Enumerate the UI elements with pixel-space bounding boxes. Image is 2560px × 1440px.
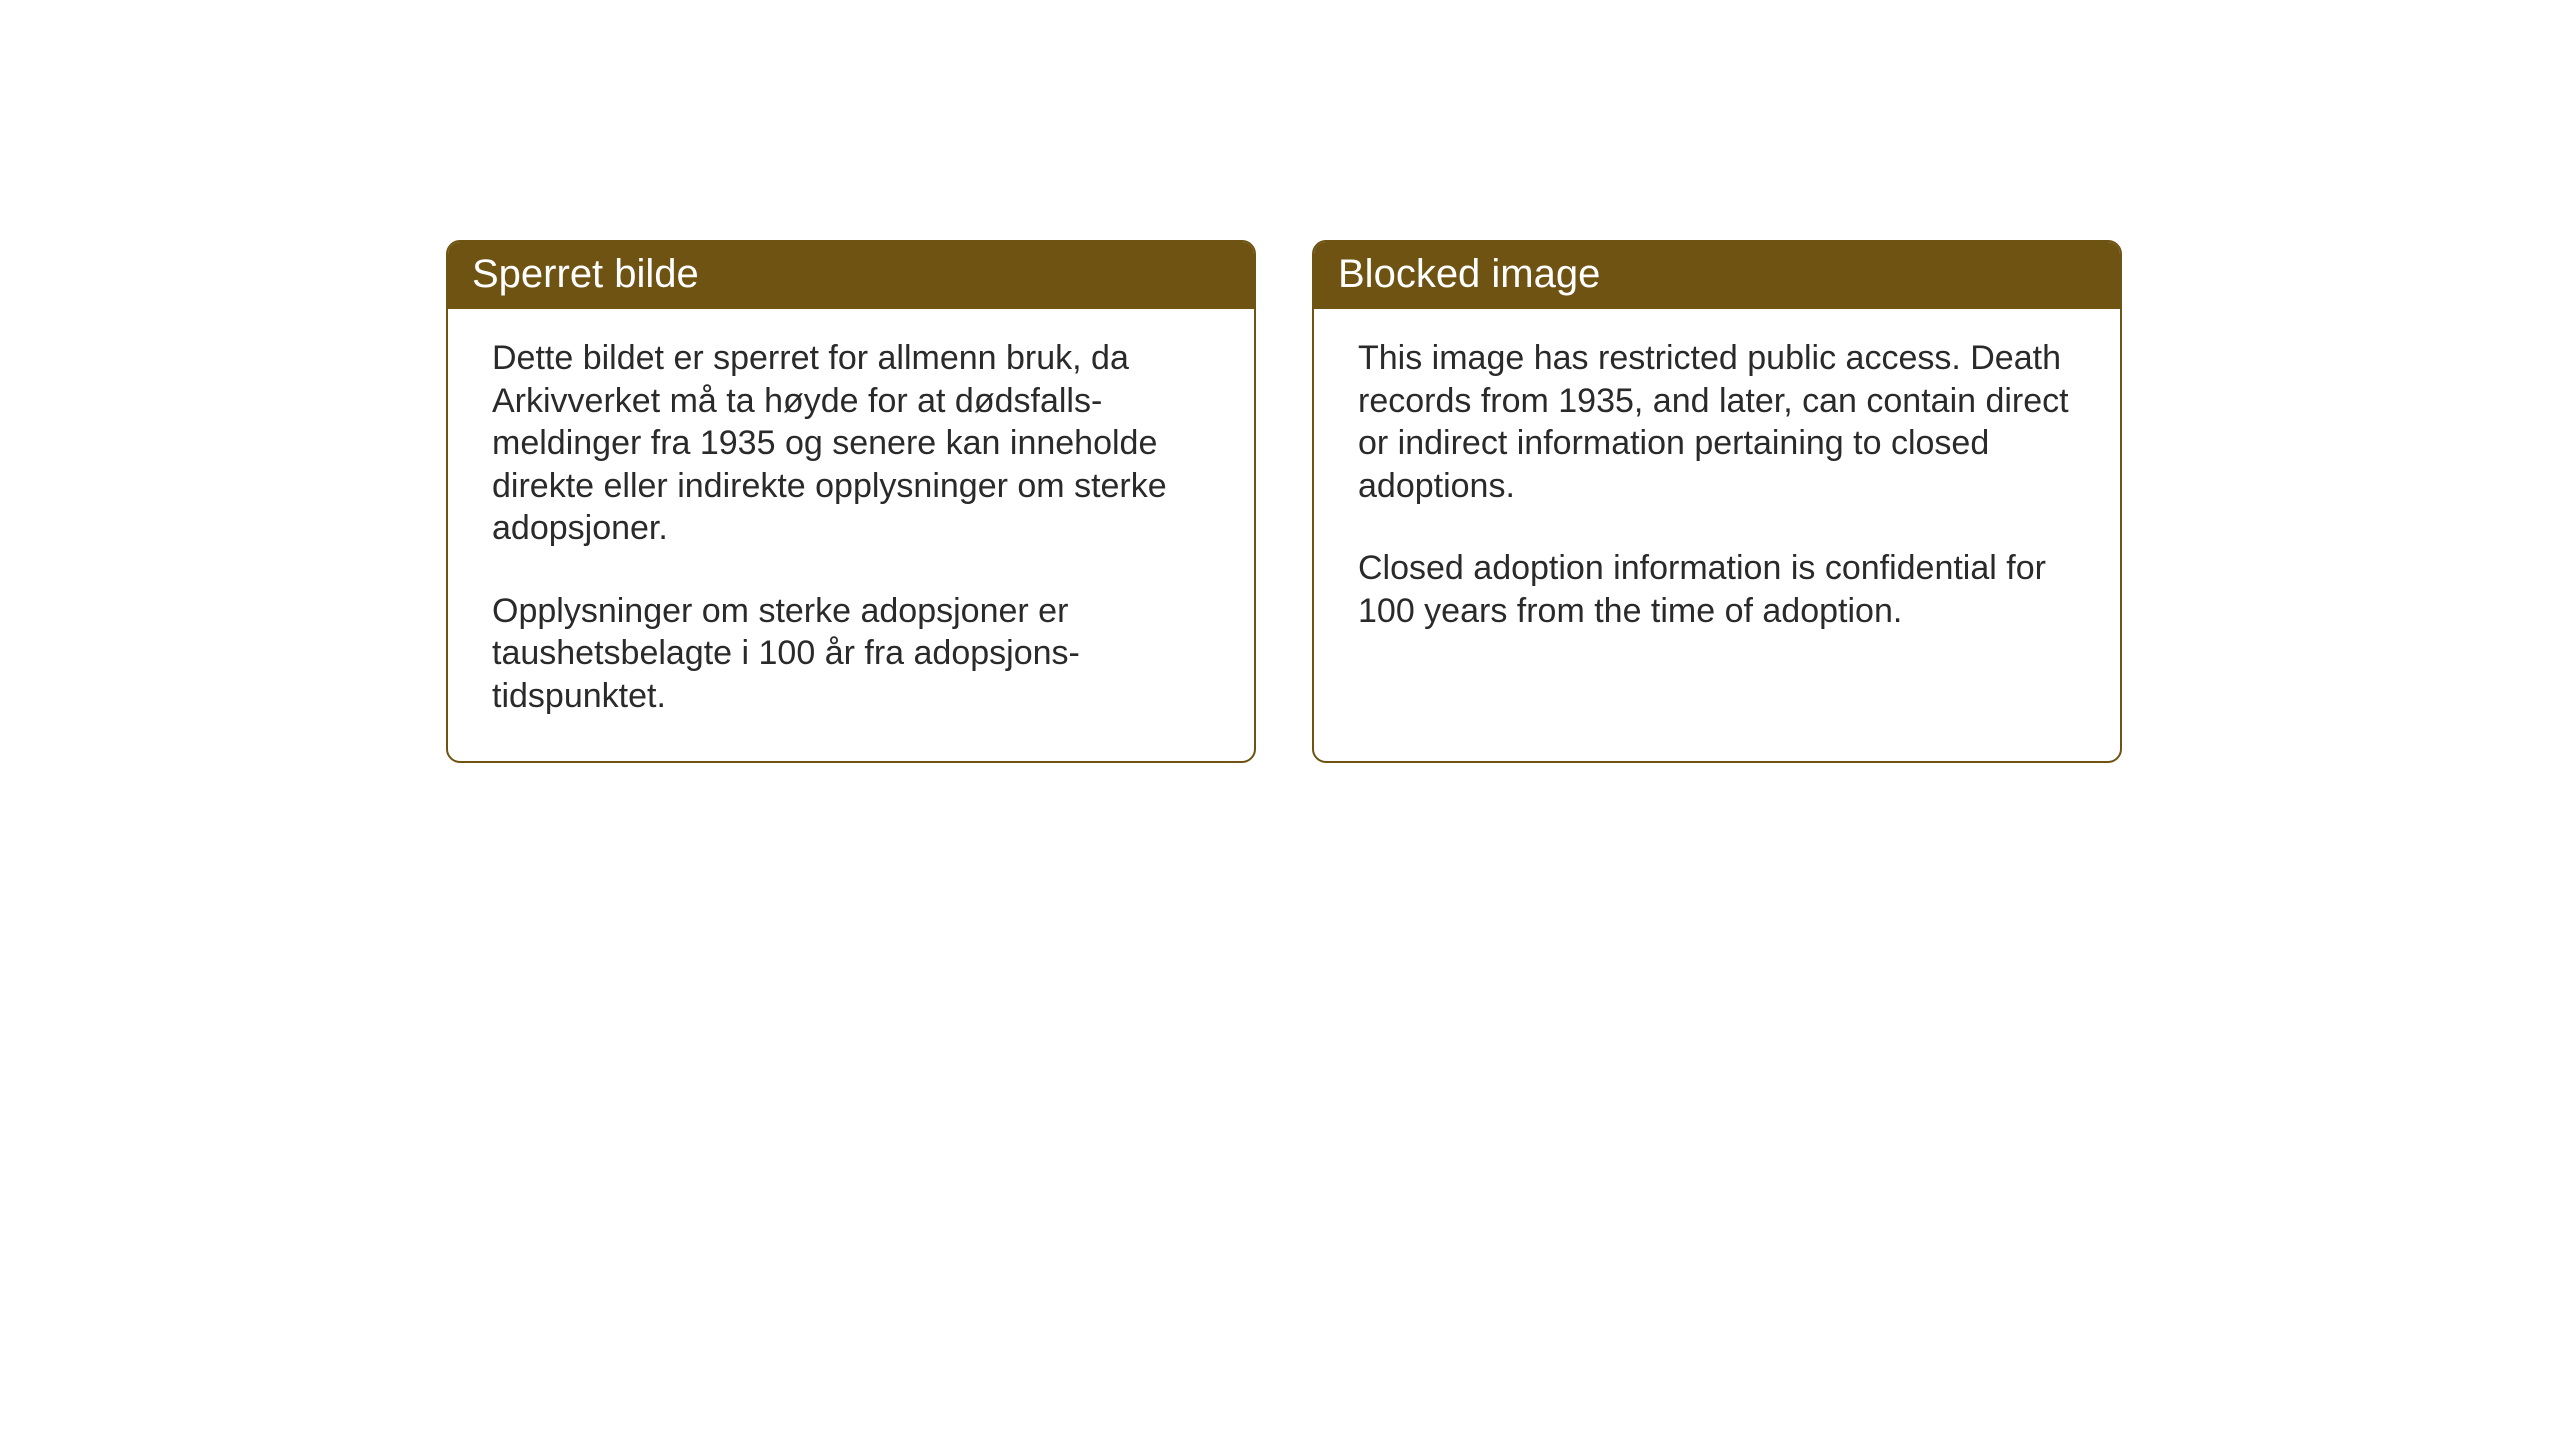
cards-container: Sperret bilde Dette bildet er sperret fo…: [446, 240, 2122, 763]
card-body-norwegian: Dette bildet er sperret for allmenn bruk…: [448, 309, 1254, 761]
card-header-english: Blocked image: [1314, 242, 2120, 309]
card-title-norwegian: Sperret bilde: [472, 252, 699, 296]
card-paragraph2-norwegian: Opplysninger om sterke adopsjoner er tau…: [492, 590, 1210, 718]
card-english: Blocked image This image has restricted …: [1312, 240, 2122, 763]
card-title-english: Blocked image: [1338, 252, 1600, 296]
card-norwegian: Sperret bilde Dette bildet er sperret fo…: [446, 240, 1256, 763]
card-header-norwegian: Sperret bilde: [448, 242, 1254, 309]
card-paragraph2-english: Closed adoption information is confident…: [1358, 547, 2076, 632]
card-body-english: This image has restricted public access.…: [1314, 309, 2120, 676]
card-paragraph1-english: This image has restricted public access.…: [1358, 337, 2076, 507]
card-paragraph1-norwegian: Dette bildet er sperret for allmenn bruk…: [492, 337, 1210, 550]
